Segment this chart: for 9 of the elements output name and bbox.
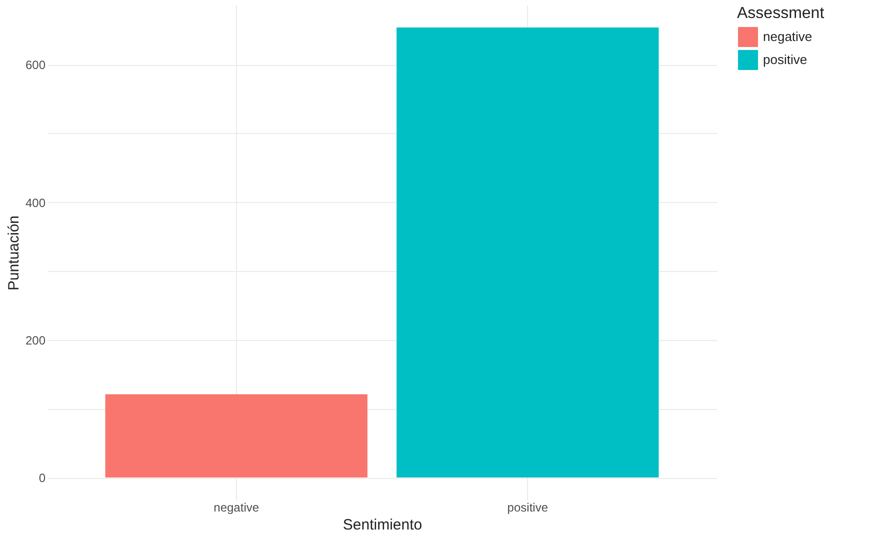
y-tick-label: 0: [38, 471, 46, 485]
y-tick-label: 200: [25, 333, 46, 348]
legend-label: positive: [763, 52, 808, 67]
x-axis-title: Sentimiento: [342, 516, 422, 534]
y-tick-label: 400: [25, 196, 46, 210]
y-axis-title: Puntuación: [5, 215, 22, 291]
legend-title: Assessment: [737, 5, 825, 22]
legend-label: negative: [763, 29, 812, 44]
y-tick-label: 600: [25, 58, 46, 72]
